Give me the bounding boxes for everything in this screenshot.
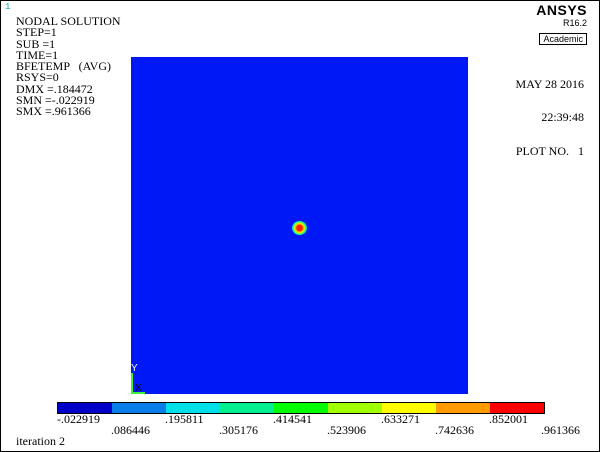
legend-tick-top: .414541 (273, 412, 312, 427)
ansys-logo: ANSYS (536, 3, 587, 18)
info-line-smx: SMX =.961366 (16, 106, 121, 117)
legend-swatch (220, 403, 274, 413)
axis-triad: Y X (129, 363, 149, 395)
contour-hot-spot (292, 221, 307, 235)
legend-tick-top: -.022919 (57, 412, 100, 427)
legend-tick-top: .195811 (165, 412, 204, 427)
plot-date: MAY 28 2016 (516, 79, 584, 90)
legend-tick-top: .852001 (489, 412, 528, 427)
plot-time: 22:39:48 (516, 112, 584, 123)
legend-tick-bottom: .305176 (219, 423, 258, 438)
legend-swatch (112, 403, 166, 413)
legend-tick-bottom: .086446 (111, 423, 150, 438)
triad-y-axis (131, 373, 133, 393)
contour-plot-area[interactable] (131, 57, 468, 394)
edition-badge: Academic (539, 33, 587, 45)
legend-tick-bottom: .961366 (541, 423, 580, 438)
solution-info: NODAL SOLUTION STEP=1 SUB =1 TIME=1 BFET… (16, 16, 121, 118)
status-text: iteration 2 (16, 434, 65, 449)
legend-tick-bottom: .523906 (327, 423, 366, 438)
legend-swatch (436, 403, 490, 413)
plot-stamp: MAY 28 2016 22:39:48 PLOT NO. 1 (516, 56, 584, 180)
legend-swatch (328, 403, 382, 413)
triad-x-label: X (135, 383, 142, 394)
plot-number: PLOT NO. 1 (516, 146, 584, 157)
version-label: R16.2 (536, 18, 587, 29)
legend-tick-top: .633271 (381, 412, 420, 427)
legend-tick-bottom: .742636 (435, 423, 474, 438)
ansys-brand: ANSYS R16.2 Academic (536, 3, 587, 47)
window-number: 1 (5, 2, 10, 12)
